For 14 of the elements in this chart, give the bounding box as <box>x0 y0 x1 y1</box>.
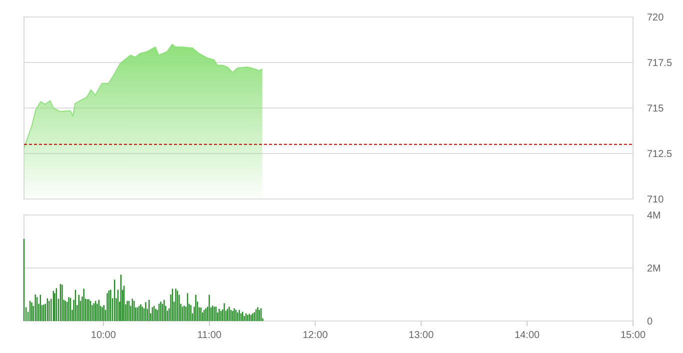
y-tick-label: 710 <box>647 194 664 206</box>
y-tick-label: 4M <box>647 210 661 222</box>
y-tick-label: 2M <box>647 264 661 274</box>
x-tick-label: 15:00 <box>620 330 646 341</box>
y-tick-label: 720 <box>647 12 664 24</box>
x-tick-label: 11:00 <box>197 330 222 341</box>
x-tick-label: 10:00 <box>90 330 116 341</box>
y-tick-label: 712.5 <box>647 149 672 160</box>
y-tick-label: 715 <box>647 104 664 114</box>
y-tick-label: 0 <box>647 316 653 328</box>
x-tick-label: 14:00 <box>514 330 540 341</box>
x-tick-label: 12:00 <box>302 330 328 341</box>
x-tick-label: 13:00 <box>408 330 434 341</box>
y-tick-label: 717.5 <box>647 58 672 69</box>
